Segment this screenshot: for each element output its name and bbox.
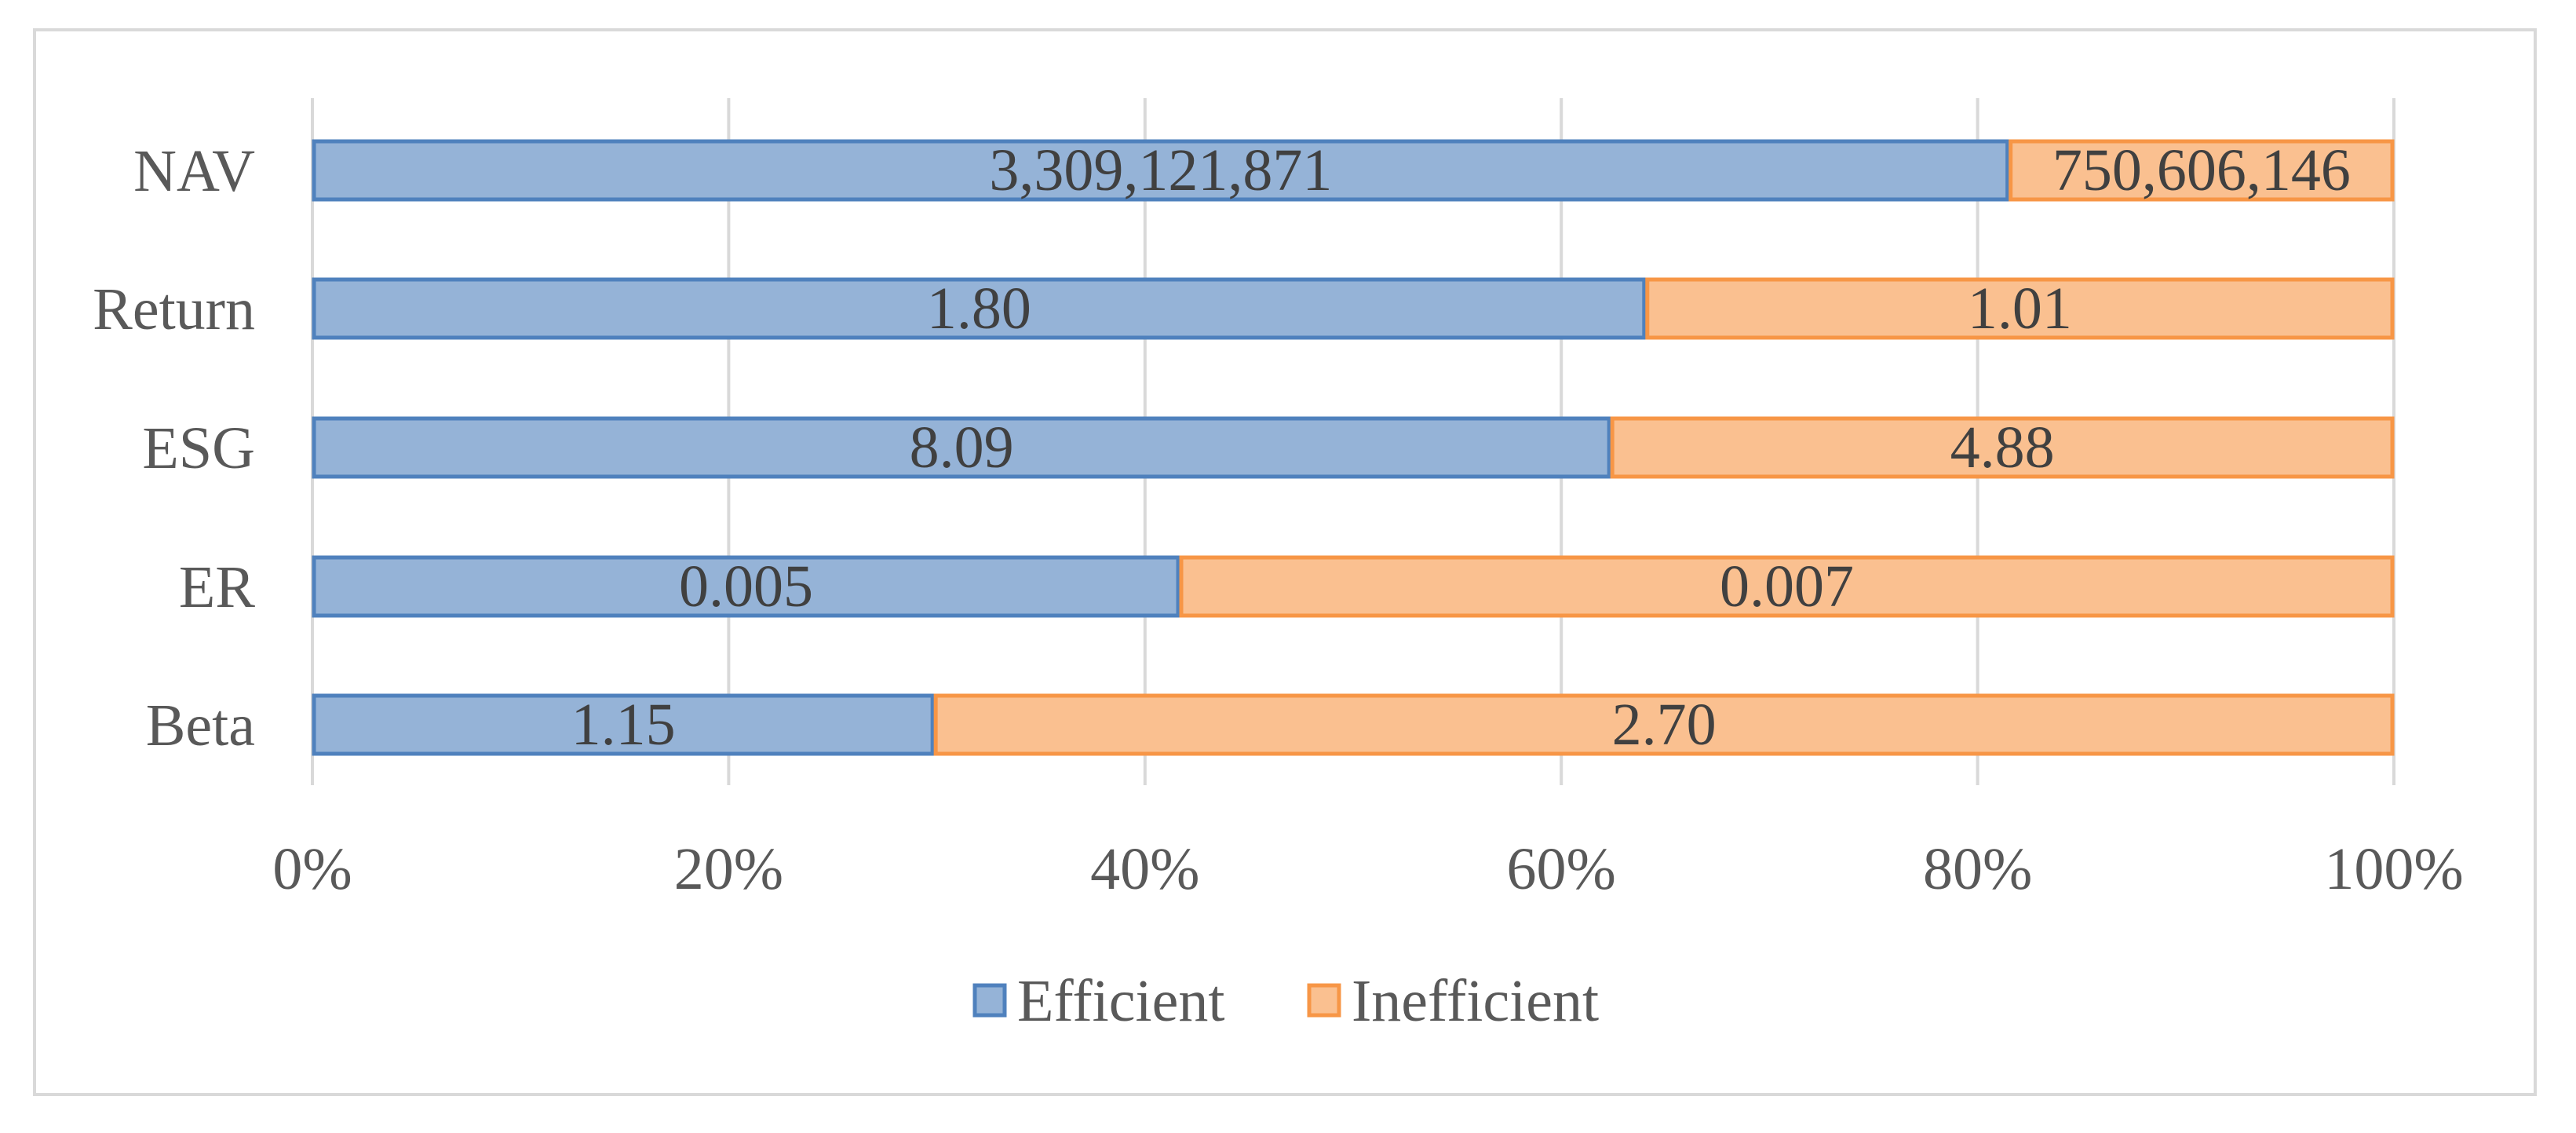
- bar-inefficient-beta: [933, 693, 2395, 756]
- data-label-inefficient: 0.007: [1720, 554, 1854, 619]
- data-label-efficient: 8.09: [910, 415, 1014, 481]
- bar-inefficient-return: [1645, 277, 2395, 340]
- category-label: NAV: [133, 138, 255, 204]
- category-label: ER: [179, 554, 255, 620]
- bar-efficient-esg: [312, 416, 1611, 479]
- data-label-efficient: 0.005: [679, 554, 813, 619]
- data-label-inefficient: 4.88: [1950, 415, 2055, 481]
- y-axis-categories: NAV Return ESG ER Beta: [93, 138, 255, 758]
- bar-efficient-nav: [312, 139, 2010, 202]
- bar-efficient-return: [312, 277, 1647, 340]
- bar-efficient-er: [312, 555, 1180, 618]
- x-tick-label: 100%: [2324, 836, 2463, 902]
- x-tick-label: 0%: [272, 836, 352, 902]
- bar-inefficient-er: [1179, 555, 2395, 618]
- data-label-inefficient: 750,606,146: [2052, 137, 2351, 203]
- legend: Efficient Inefficient: [972, 968, 1599, 1034]
- data-label-efficient: 1.15: [571, 692, 676, 758]
- category-label: Return: [93, 276, 255, 342]
- bar-inefficient-esg: [1610, 416, 2395, 479]
- x-tick-label: 60%: [1507, 836, 1616, 902]
- data-label-efficient: 3,309,121,871: [989, 137, 1332, 203]
- legend-swatch-efficient: [972, 983, 1007, 1018]
- data-labels: 3,309,121,871 750,606,146 1.80 1.01 8.09 4.88…: [571, 137, 2351, 758]
- legend-swatch-inefficient: [1307, 983, 1341, 1018]
- x-tick-label: 20%: [674, 836, 783, 902]
- bar-inefficient-nav: [2009, 139, 2395, 202]
- x-tick-label: 80%: [1923, 836, 2032, 902]
- data-label-inefficient: 2.70: [1612, 692, 1717, 758]
- data-label-inefficient: 1.01: [1968, 276, 2072, 342]
- legend-label-efficient: Efficient: [1017, 968, 1224, 1034]
- category-label: ESG: [142, 415, 255, 481]
- bars: [312, 139, 2395, 756]
- x-tick-label: 40%: [1090, 836, 1199, 902]
- category-label: Beta: [146, 693, 255, 758]
- legend-label-inefficient: Inefficient: [1352, 968, 1599, 1034]
- bar-efficient-beta: [312, 693, 935, 756]
- data-label-efficient: 1.80: [927, 276, 1031, 342]
- x-axis-ticks: 0% 20% 40% 60% 80% 100%: [272, 836, 2463, 902]
